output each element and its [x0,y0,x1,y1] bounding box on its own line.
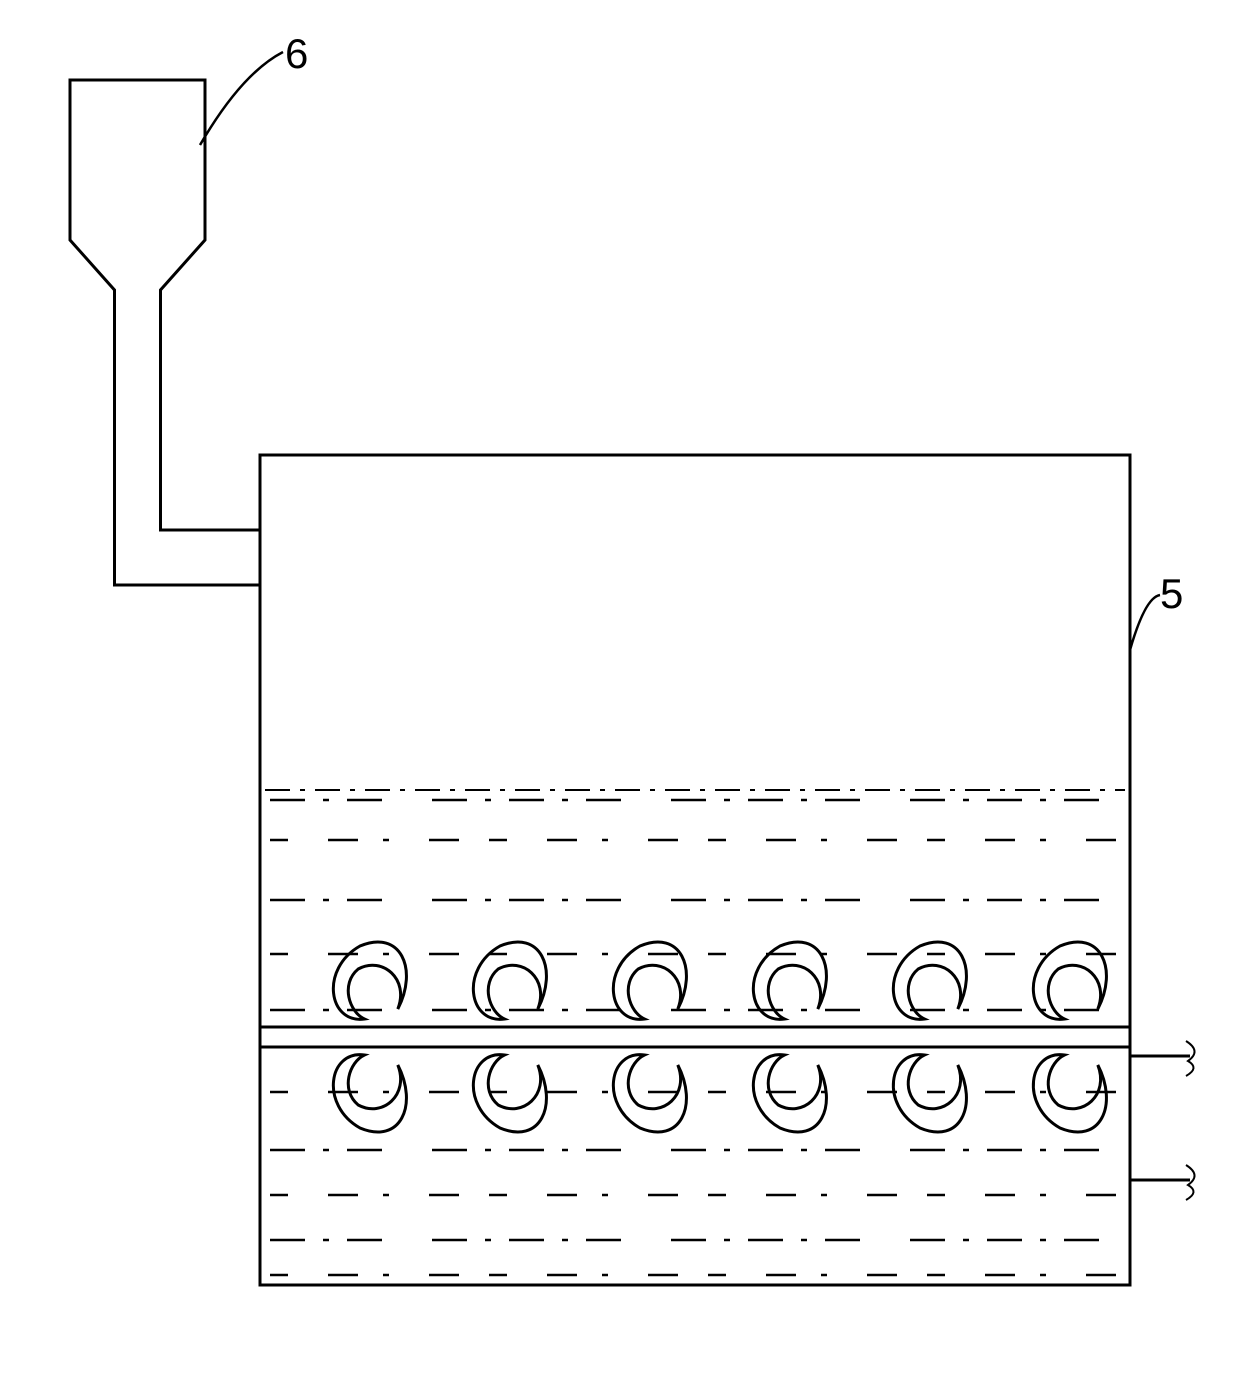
label-5: 5 [1160,570,1183,618]
label-6: 6 [285,30,308,78]
technical-diagram [0,0,1240,1383]
